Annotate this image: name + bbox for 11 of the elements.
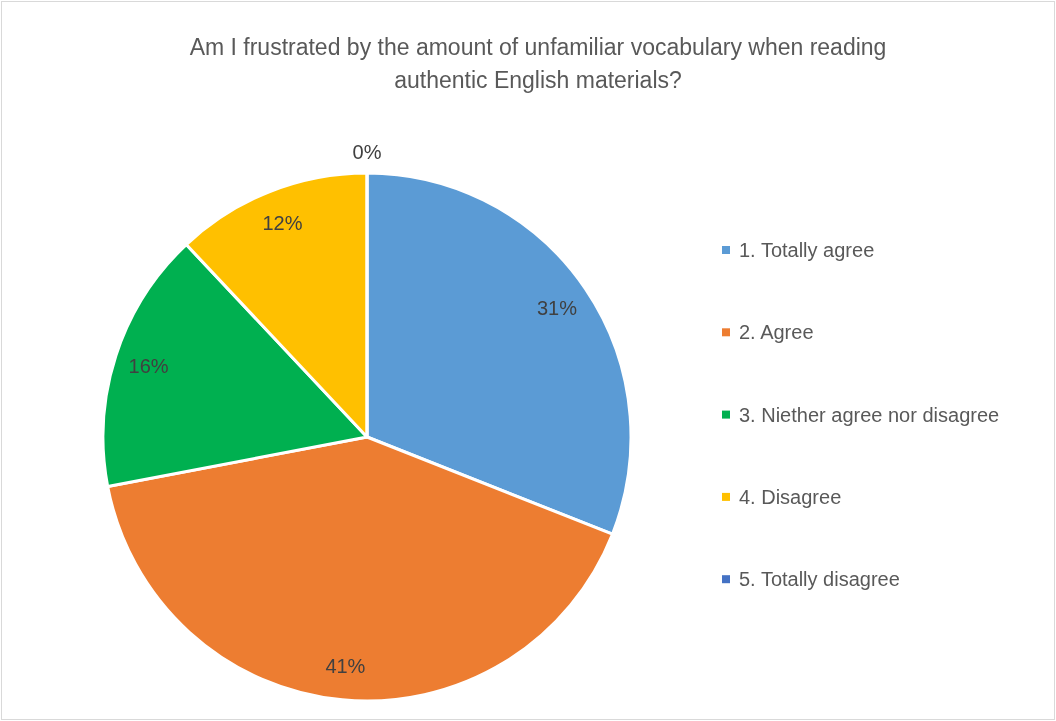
legend-label: 2. Agree	[739, 321, 814, 344]
text: 0%	[352, 141, 382, 163]
data-label: 16%	[128, 355, 169, 378]
legend-label: 3. Niether agree nor disagree	[739, 403, 1000, 426]
legend-label: 4. Disagree	[739, 485, 842, 508]
data-label: 12%	[262, 212, 303, 235]
chart-title: Am I frustrated by the amount of unfamiliar vocabulary when reading authentic English materials?	[189, 34, 887, 94]
legend-label: 1. Totally agree	[739, 239, 875, 261]
data-label: 41%	[325, 654, 366, 677]
data-label: 31%	[536, 296, 578, 319]
legend-label: 5. Totally disagree	[739, 568, 900, 591]
